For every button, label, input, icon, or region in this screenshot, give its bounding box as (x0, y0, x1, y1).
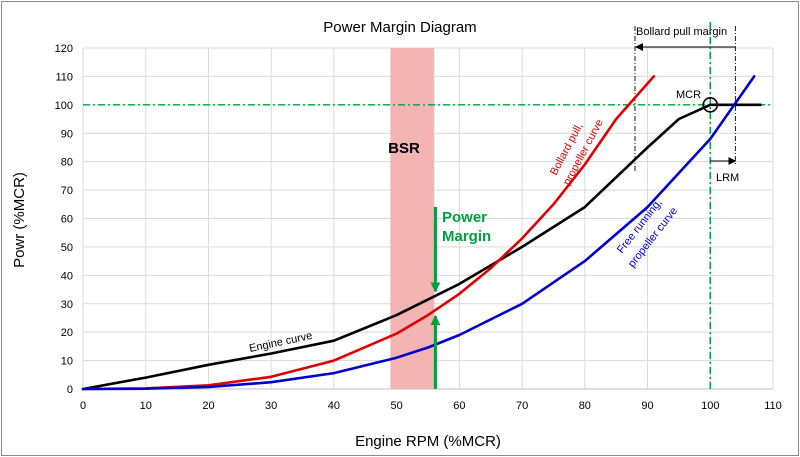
y-tick-label: 70 (61, 185, 73, 197)
x-tick-label: 80 (579, 400, 591, 412)
x-tick-label: 30 (265, 400, 277, 412)
y-tick-label: 60 (61, 214, 73, 226)
y-tick-label: 80 (61, 157, 73, 169)
power-margin-label-line1: Power (442, 209, 487, 226)
mcr-point-marker (702, 97, 719, 113)
x-tick-label: 20 (202, 400, 214, 412)
bollard-pull-propeller-curve-line (81, 75, 656, 391)
free-running-propeller-curve-line (81, 75, 756, 391)
x-tick-label: 40 (328, 400, 340, 412)
y-tick-label: 50 (61, 242, 73, 254)
x-tick-label: 110 (764, 400, 782, 412)
y-tick-label: 10 (61, 356, 73, 368)
series (81, 75, 762, 391)
lrm-label: LRM (716, 172, 739, 184)
y-tick-label: 120 (55, 43, 73, 55)
mcr-label: MCR (676, 89, 701, 101)
bsr-label: BSR (388, 140, 420, 157)
y-tick-label: 110 (55, 71, 73, 83)
y-tick-label: 40 (61, 270, 73, 282)
x-tick-label: 100 (701, 400, 719, 412)
power-margin-label-line2: Margin (442, 228, 491, 245)
axes: 0 10 20 30 40 50 60 70 80 90 100 110 120 0 10 20 30 40 50 6… (55, 43, 782, 412)
y-tick-label: 100 (55, 100, 73, 112)
x-tick-label: 60 (453, 400, 465, 412)
x-tick-label: 90 (641, 400, 653, 412)
annotations (430, 43, 737, 389)
x-tick-label: 10 (140, 400, 152, 412)
y-tick-label: 30 (61, 299, 73, 311)
x-axis-title: Engine RPM (%MCR) (355, 433, 501, 450)
engine-curve-line (81, 103, 762, 391)
y-axis-title: Powr (%MCR) (11, 172, 28, 268)
x-tick-label: 50 (391, 400, 403, 412)
bsr-band (390, 48, 435, 389)
x-tick-label: 0 (80, 400, 86, 412)
chart-title: Power Margin Diagram (323, 19, 476, 36)
y-tick-label: 90 (61, 128, 73, 140)
y-tick-label: 0 (67, 384, 73, 396)
y-tick-label: 20 (61, 327, 73, 339)
x-tick-label: 70 (516, 400, 528, 412)
bollard-pull-margin-label: Bollard pull margin (636, 26, 727, 38)
